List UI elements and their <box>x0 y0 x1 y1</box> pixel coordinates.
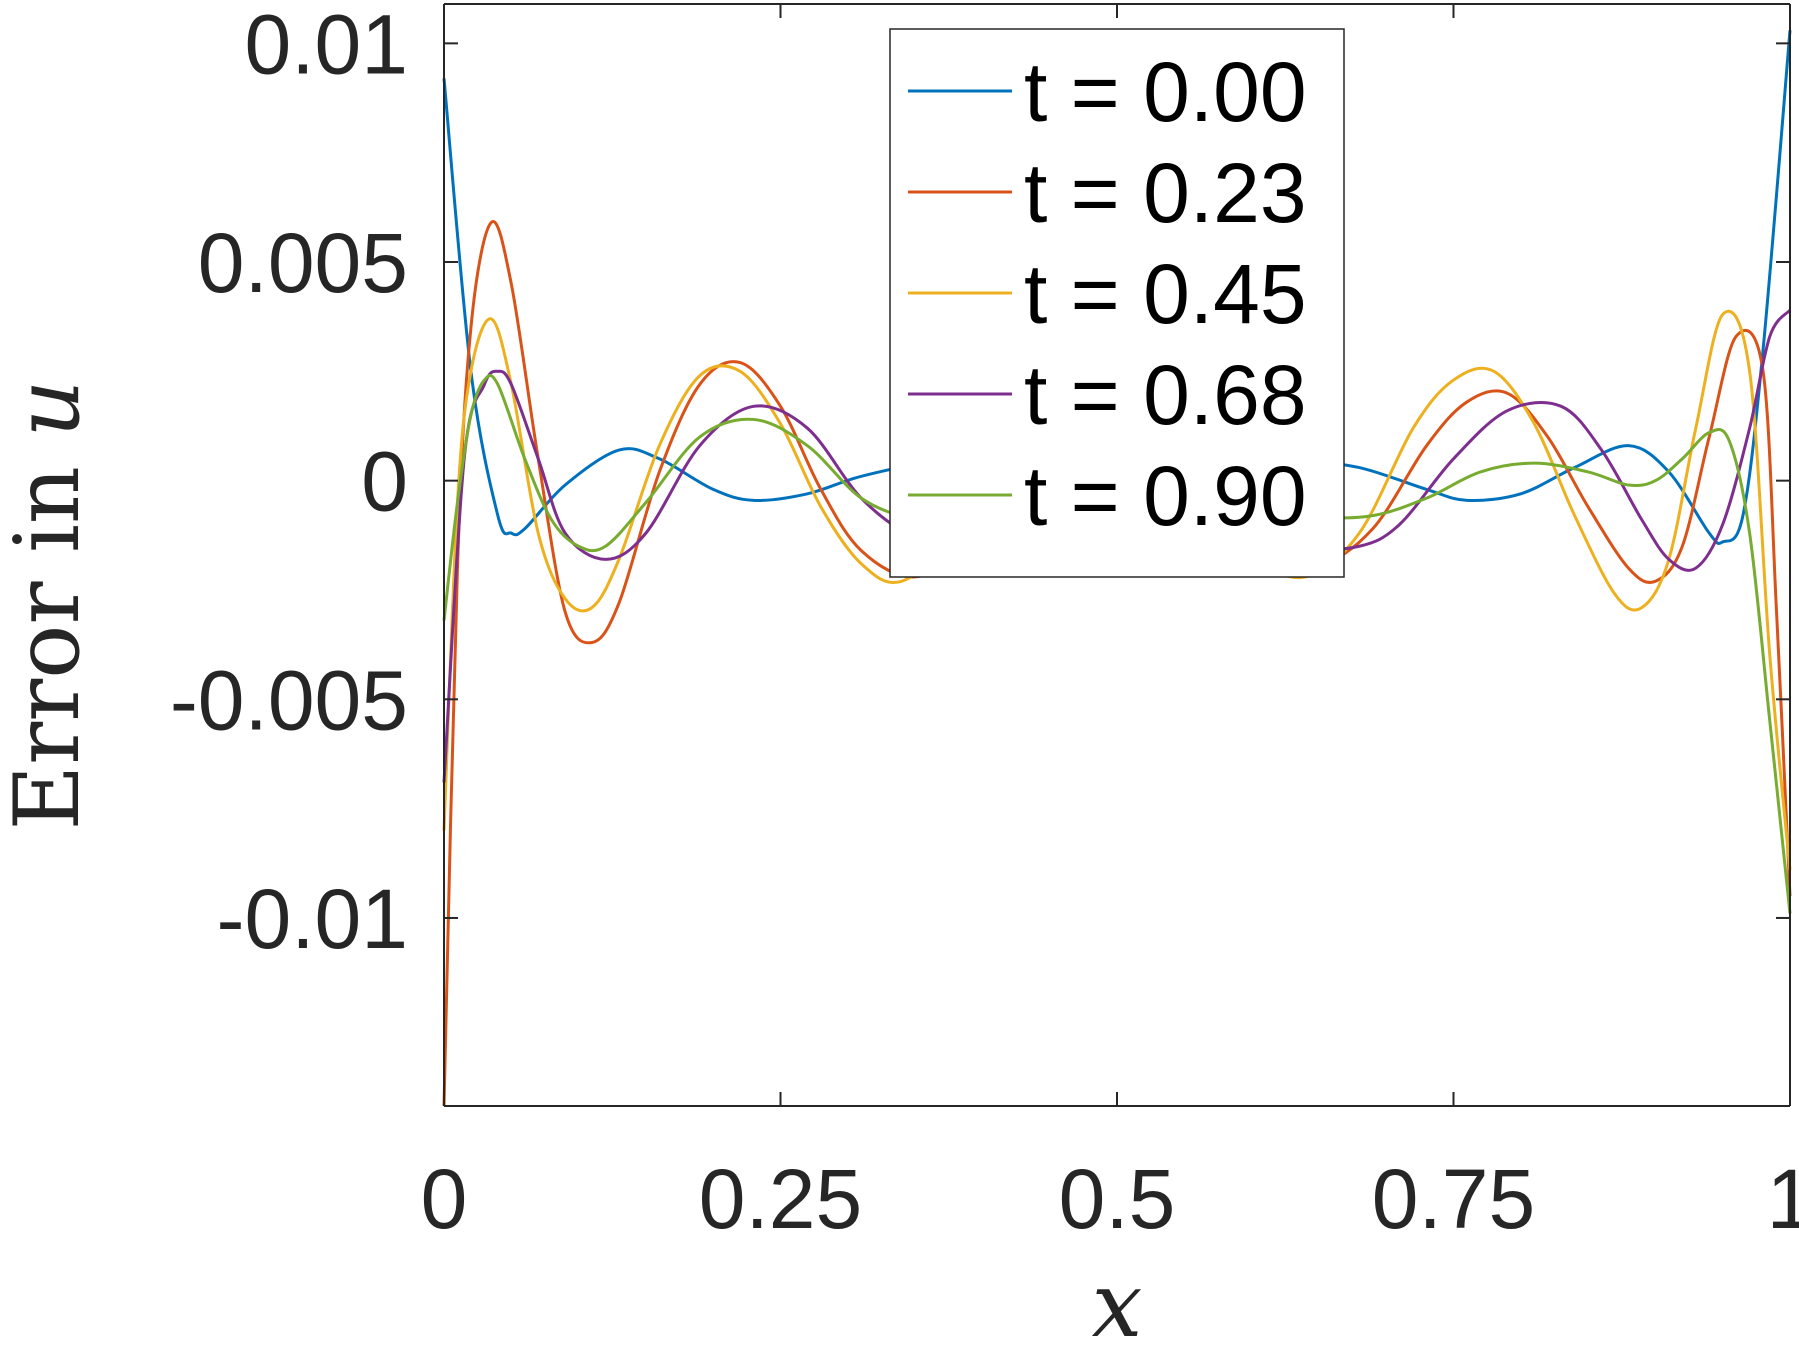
x-axis-label: x <box>1092 1253 1143 1350</box>
legend: t = 0.00t = 0.23t = 0.45t = 0.68t = 0.90 <box>889 28 1345 578</box>
legend-items: t = 0.00t = 0.23t = 0.45t = 0.68t = 0.90 <box>908 45 1307 543</box>
y-tick-label: 0 <box>361 435 408 529</box>
y-tick-label: 0.01 <box>245 0 409 91</box>
legend-label-3: t = 0.45 <box>1024 247 1307 341</box>
y-tick-label: 0.005 <box>198 216 408 310</box>
legend-label-1: t = 0.00 <box>1024 45 1307 139</box>
legend-label-4: t = 0.68 <box>1024 348 1307 442</box>
y-axis-label-variable: u <box>0 380 100 438</box>
y-axis-label: Error in u <box>0 380 100 831</box>
x-tick-label: 0.5 <box>1059 1152 1176 1246</box>
tick-layer: 0 0.25 0.5 0.75 1 0.01 0.005 0 -0.005 -0.01 <box>170 0 1799 1246</box>
legend-box <box>889 28 1345 578</box>
y-tick-label: -0.01 <box>217 872 408 966</box>
x-tick-label: 0.25 <box>699 1152 863 1246</box>
x-tick-label: 0 <box>421 1152 468 1246</box>
x-tick-label: 0.75 <box>1372 1152 1536 1246</box>
legend-label-5: t = 0.90 <box>1024 449 1307 543</box>
x-tick-label: 1 <box>1767 1152 1799 1246</box>
y-tick-label: -0.005 <box>170 653 408 747</box>
legend-label-2: t = 0.23 <box>1024 146 1307 240</box>
y-axis-label-text: Error in <box>0 438 100 831</box>
